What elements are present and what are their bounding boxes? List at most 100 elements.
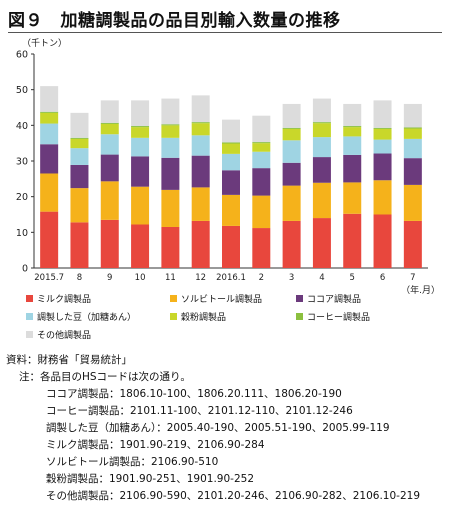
y-tick-label: 50 xyxy=(16,85,28,96)
legend-item: ココア調製品 xyxy=(296,292,361,305)
bar-segment xyxy=(403,220,422,268)
bar-segment xyxy=(373,128,392,140)
bar-segment xyxy=(70,112,89,138)
bar-segment xyxy=(40,86,59,112)
bar-segment xyxy=(312,218,331,268)
bar-segment xyxy=(131,127,150,138)
stacked-bar-chart: （千トン） 0 10 20 30 40 50 60 2015.7 8 9 10 11 12 2016.1 2 3… xyxy=(16,38,440,294)
hs-item-codes: ：2101.11-100、2101.12-110、2101.12-246 xyxy=(119,405,353,417)
legend-label: コーヒー調製品 xyxy=(307,313,371,323)
bar-segment xyxy=(191,220,210,268)
legend-swatch xyxy=(296,313,303,320)
y-tick-label: 60 xyxy=(16,50,28,61)
bar-segment xyxy=(100,123,119,135)
x-tick-label: 8 xyxy=(77,273,82,283)
bar-segment xyxy=(161,125,180,138)
bar-segment xyxy=(343,127,362,137)
bar-segment xyxy=(403,127,422,129)
x-tick-label: 7 xyxy=(410,273,415,283)
legend-item: コーヒー調製品 xyxy=(296,310,370,323)
hs-code-line: 調製した豆（加糖あん）：2005.40-190、2005.51-190、2005… xyxy=(6,420,420,437)
bar-segment xyxy=(282,128,301,141)
bar-segment xyxy=(161,226,180,268)
bar-segment xyxy=(312,137,331,158)
bar-segment xyxy=(312,182,331,219)
bar-segment xyxy=(282,127,301,129)
x-tick-label: 9 xyxy=(107,273,112,283)
bar-segment xyxy=(131,126,150,128)
hs-item-name: 穀粉調製品 xyxy=(46,473,99,485)
bar-segment xyxy=(343,103,362,127)
bar-segment xyxy=(100,134,119,155)
bar-segment xyxy=(222,142,240,144)
bar-segment xyxy=(373,180,392,215)
bar-segment xyxy=(282,185,301,221)
bar-segment xyxy=(191,135,210,156)
bar-segment xyxy=(282,220,301,268)
hs-item-codes: ：1806.10-100、1806.20.111、1806.20-190 xyxy=(109,388,342,400)
hs-code-list: ココア調製品：1806.10-100、1806.20.111、1806.20-1… xyxy=(6,386,420,505)
bar-segment xyxy=(282,103,301,128)
bar-segment xyxy=(131,137,150,157)
bar-segment xyxy=(403,158,422,185)
bar-segment xyxy=(40,211,59,268)
bar-segment xyxy=(70,137,89,139)
bar-segment xyxy=(312,123,331,138)
y-tick-label: 10 xyxy=(16,228,28,239)
y-tick-label: 40 xyxy=(16,121,28,132)
hs-code-line: その他調製品：2106.90-590、2101.20-246、2106.90-2… xyxy=(6,488,420,505)
legend-item: 調製した豆（加糖あん） xyxy=(26,310,136,323)
bar-segment xyxy=(131,186,150,225)
bar-segment xyxy=(70,222,89,268)
bar-segment xyxy=(131,100,150,127)
bar-segment xyxy=(403,138,422,159)
y-tick-label: 0 xyxy=(22,264,28,275)
hs-item-codes: ：1901.90-219、2106.90-284 xyxy=(109,439,265,451)
legend-swatch xyxy=(26,295,33,302)
hs-item-name: ミルク調製品 xyxy=(46,439,109,451)
legend-label: その他調製品 xyxy=(37,331,92,341)
bar-segment xyxy=(373,100,392,128)
x-tick-label: 12 xyxy=(195,273,206,283)
bar-segment xyxy=(222,143,240,154)
note-label: 注： xyxy=(19,371,40,383)
bar-segment xyxy=(131,156,150,187)
bar-segment xyxy=(373,139,392,154)
y-tick-label: 30 xyxy=(16,157,28,168)
legend-swatch xyxy=(26,313,33,320)
hs-code-line: ミルク調製品：1901.90-219、2106.90-284 xyxy=(6,437,420,454)
legend-label: 穀粉調製品 xyxy=(181,313,227,323)
y-unit-label: （千トン） xyxy=(22,38,67,49)
bar-segment xyxy=(191,155,210,188)
bar-segment xyxy=(343,136,362,155)
bar-segment xyxy=(373,214,392,268)
bar-segment xyxy=(252,195,271,229)
bar-segment xyxy=(252,143,271,152)
bar-segment xyxy=(100,181,119,220)
legend-swatch xyxy=(170,313,177,320)
bar-segment xyxy=(161,124,180,126)
x-tick-label: 5 xyxy=(350,273,355,283)
bar-segment xyxy=(40,111,59,113)
x-tick-label: 2016.1 xyxy=(216,273,246,283)
bar-segment xyxy=(161,189,180,227)
hs-item-codes: ：2005.40-190、2005.51-190、2005.99-119 xyxy=(156,422,390,434)
x-tick-label: 2015.7 xyxy=(34,273,64,283)
hs-item-codes: ：2106.90-590、2101.20-246、2106.90-282、210… xyxy=(109,490,421,502)
x-tick-label: 3 xyxy=(289,273,294,283)
bar-segment xyxy=(161,157,180,190)
bar-segment xyxy=(222,194,240,226)
bar-segment xyxy=(252,228,271,268)
hs-code-line: 穀粉調製品：1901.90-251、1901.90-252 xyxy=(6,471,420,488)
bar-segment xyxy=(222,170,240,195)
x-tick-label: 10 xyxy=(135,273,146,283)
chart-title: 図９ 加糖調製品の品目別輸入数量の推移 xyxy=(8,11,341,31)
bar-segment xyxy=(100,122,119,124)
bar-segment xyxy=(70,148,89,165)
bar-segment xyxy=(161,137,180,158)
bar-segment xyxy=(222,153,240,171)
note-intro: 各品目のHSコードは次の通り。 xyxy=(40,371,191,383)
hs-item-codes: ：1901.90-251、1901.90-252 xyxy=(98,473,255,485)
hs-item-name: 調製した豆（加糖あん） xyxy=(46,422,157,434)
x-tick-label: 11 xyxy=(165,273,176,283)
